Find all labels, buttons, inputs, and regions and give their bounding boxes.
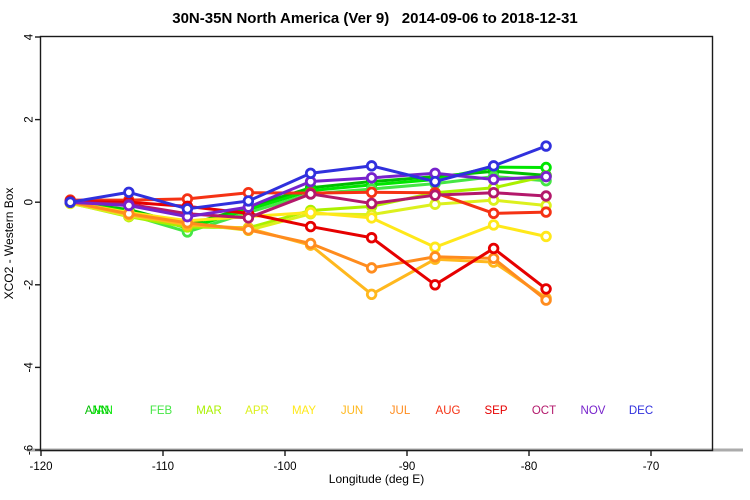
legend-label-NOV: NOV (581, 405, 606, 417)
y-tick-label: -6 (24, 445, 36, 455)
x-axis: -120 -110 -100 -90 -80 -70 (29, 450, 659, 473)
legend-label-OCT: OCT (532, 405, 556, 417)
data-point-DEC (123, 186, 135, 198)
legend-label-SEP: SEP (484, 405, 507, 417)
legend-label-DEC: DEC (629, 405, 653, 417)
plot-box (39, 35, 714, 452)
data-point-SEP (304, 220, 317, 233)
data-point-JUL (429, 251, 441, 263)
data-point-JUL (365, 262, 378, 274)
y-tick-label: -4 (24, 362, 36, 373)
data-point-OCT (487, 187, 500, 199)
data-point-OCT (365, 197, 378, 210)
y-axis: -6 -4 -2 0 2 4 (24, 33, 41, 455)
data-point-DEC (365, 160, 378, 172)
x-tick-label: -120 (29, 461, 52, 473)
data-point-OCT (242, 212, 255, 224)
data-point-NOV (540, 170, 552, 183)
legend-label-FEB: FEB (150, 405, 173, 417)
data-point-DEC (64, 196, 76, 208)
data-point-SEP (540, 283, 552, 295)
x-tick-label: -80 (521, 461, 538, 473)
data-point-MAY (429, 241, 441, 253)
legend-label-MAR: MAR (196, 405, 222, 417)
data-point-OCT (540, 190, 552, 202)
data-point-OCT (304, 188, 317, 200)
y-tick-label: 4 (24, 33, 36, 40)
data-point-NOV (365, 172, 378, 184)
y-tick-label: 0 (24, 199, 36, 205)
legend-label-JUN: JUN (341, 405, 363, 417)
legend-label-MAY: MAY (292, 405, 316, 417)
data-point-NOV (123, 199, 135, 212)
x-tick-label: -100 (273, 461, 296, 473)
data-point-DEC (181, 203, 194, 215)
data-point-DEC (242, 195, 255, 207)
data-point-AUG (365, 186, 378, 198)
data-point-AUG (540, 206, 552, 218)
y-tick-label: -2 (24, 280, 36, 290)
x-tick-label: -110 (152, 461, 174, 473)
series-DEC (64, 140, 552, 215)
data-point-JUN (365, 288, 378, 300)
data-point-MAY (487, 219, 500, 231)
data-point-SEP (429, 279, 441, 291)
data-point-SEP (365, 232, 378, 244)
data-point-JUL (304, 237, 317, 250)
chart-title: 30N-35N North America (Ver 9) 2014-09-06… (172, 10, 578, 27)
x-axis-label: Longitude (deg E) (329, 472, 424, 486)
legend-label-JUL: JUL (390, 405, 411, 417)
x-tick-label: -90 (399, 461, 416, 473)
x-tick-label: -70 (643, 461, 660, 473)
data-point-AUG (487, 207, 500, 220)
data-point-DEC (487, 160, 500, 172)
data-point-JUL (487, 252, 500, 265)
y-axis-label: XCO2 - Western Box (2, 188, 16, 300)
data-point-DEC (304, 167, 317, 179)
y-tick-label: 2 (24, 116, 36, 122)
series-JUL (64, 196, 552, 306)
data-point-OCT (429, 189, 441, 201)
legend-label-ANN: ANN (85, 405, 109, 417)
legend-label-JAN: JAN (91, 405, 113, 417)
data-point-APR (429, 198, 441, 210)
data-point-JUL (540, 294, 552, 306)
data-point-MAY (304, 206, 317, 219)
data-point-SEP (487, 242, 500, 255)
data-point-DEC (540, 140, 552, 152)
data-point-MAY (365, 212, 378, 224)
legend-label-AUG: AUG (436, 405, 461, 417)
data-point-JUL (242, 224, 255, 236)
data-point-NOV (487, 173, 500, 186)
data-point-MAY (540, 230, 552, 243)
data-point-DEC (429, 175, 441, 188)
legend-label-APR: APR (245, 405, 269, 417)
